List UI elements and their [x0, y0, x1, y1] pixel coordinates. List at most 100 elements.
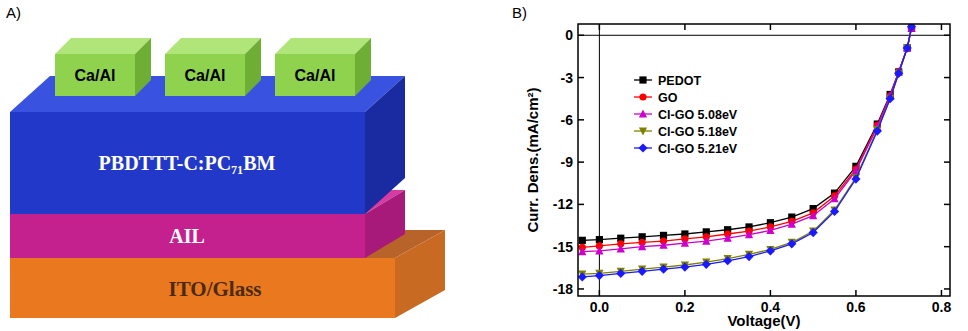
- data-point: [681, 239, 689, 247]
- legend-label: Cl-GO 5.21eV: [658, 142, 738, 156]
- data-point: [595, 271, 604, 280]
- electrode-label: Ca/Al: [75, 67, 116, 84]
- plot-frame: [578, 24, 950, 296]
- data-point: [766, 226, 774, 234]
- data-point: [744, 252, 753, 261]
- electrode-top: [55, 38, 151, 54]
- data-point: [595, 246, 603, 254]
- ito-layer-front: [10, 258, 395, 318]
- y-tick: [944, 246, 950, 248]
- data-point: [886, 95, 894, 103]
- series-line: [582, 28, 911, 247]
- data-point: [787, 239, 796, 248]
- data-point: [809, 211, 817, 219]
- data-point: [702, 236, 710, 244]
- layer-label: AIL: [169, 225, 205, 247]
- layer-label: ITO/Glass: [169, 277, 262, 301]
- y-tick: [578, 204, 584, 206]
- electrode-side: [355, 38, 371, 96]
- series: [578, 24, 915, 255]
- x-tick-label: 0.6: [846, 299, 866, 315]
- series: [578, 24, 915, 279]
- figure: A) ITO/Glass AIL PBDTTT-C:PC₇₁BM Ca/Al Ca/Al C…: [0, 0, 968, 331]
- data-point: [830, 207, 839, 216]
- y-tick: [944, 204, 950, 206]
- data-point: [579, 237, 586, 244]
- x-tick-label: 0.2: [675, 299, 695, 315]
- active-layer-front: [10, 112, 365, 214]
- legend-label: Cl-GO 5.18eV: [658, 125, 738, 139]
- data-point: [903, 44, 911, 52]
- panel-label: A): [6, 4, 21, 21]
- legend-marker: [639, 109, 647, 117]
- electrode-front: [55, 54, 135, 96]
- electrode-front: [275, 54, 355, 96]
- data-point: [766, 246, 775, 255]
- electrode-label: Ca/Al: [185, 67, 226, 84]
- series-line: [582, 27, 911, 274]
- y-tick-label: -3: [561, 70, 574, 86]
- data-point: [617, 244, 625, 252]
- series-line: [582, 27, 911, 277]
- zero-line: [578, 35, 950, 36]
- y-tick-label: 0: [565, 27, 573, 43]
- data-point: [724, 234, 732, 242]
- data-point: [907, 24, 916, 31]
- data-point: [638, 267, 647, 276]
- series: [579, 25, 915, 251]
- data-point: [851, 174, 860, 183]
- data-point: [596, 236, 603, 243]
- data-point: [907, 24, 915, 31]
- y-tick: [578, 119, 584, 121]
- data-point: [723, 256, 732, 265]
- data-point: [616, 269, 625, 278]
- y-tick-label: -18: [553, 281, 573, 297]
- device-diagram: A) ITO/Glass AIL PBDTTT-C:PC₇₁BM Ca/Al Ca/Al C…: [6, 4, 445, 318]
- y-tick: [944, 161, 950, 163]
- jv-chart: B)0.00.20.40.60.80-3-6-9-12-15-18Voltage…: [512, 4, 951, 329]
- series-line: [582, 28, 911, 240]
- plot-data: [578, 24, 916, 282]
- legend: PEDOTGOCl-GO 5.08eVCl-GO 5.18eVCl-GO 5.2…: [634, 74, 738, 156]
- data-point: [578, 272, 587, 281]
- ito-layer-side: [395, 230, 445, 318]
- x-tick: [770, 290, 772, 296]
- electrode-top: [275, 38, 371, 54]
- x-tick: [770, 24, 772, 30]
- data-point: [886, 94, 895, 103]
- series: [579, 25, 915, 244]
- electrode-side: [135, 38, 151, 96]
- electrode: [165, 38, 261, 96]
- data-point: [895, 70, 903, 78]
- data-point: [903, 43, 911, 51]
- legend-marker: [639, 93, 646, 100]
- data-point: [578, 247, 586, 255]
- y-tick: [944, 35, 950, 37]
- data-point: [904, 44, 911, 51]
- x-tick: [855, 24, 857, 30]
- data-point: [873, 127, 882, 136]
- data-point: [745, 230, 753, 238]
- data-point: [659, 241, 667, 249]
- data-point: [680, 263, 689, 272]
- legend-label: Cl-GO 5.08eV: [658, 108, 738, 122]
- electrode-front: [165, 54, 245, 96]
- data-point: [830, 194, 838, 202]
- y-tick: [944, 119, 950, 121]
- x-tick: [684, 290, 686, 296]
- legend-marker: [639, 127, 647, 135]
- x-axis-title: Voltage(V): [727, 312, 800, 329]
- y-tick-label: -15: [553, 239, 573, 255]
- legend-marker: [639, 76, 646, 83]
- x-tick-label: 0.0: [590, 299, 610, 315]
- legend-label: PEDOT: [658, 74, 701, 88]
- electrode: [55, 38, 151, 96]
- data-point: [788, 220, 796, 228]
- y-tick: [944, 77, 950, 79]
- data-point: [659, 265, 668, 274]
- electrode-label: Ca/Al: [295, 67, 336, 84]
- y-tick-label: -9: [561, 154, 574, 170]
- y-tick: [578, 161, 584, 163]
- layer-label: PBDTTT-C:PC₇₁BM: [99, 152, 276, 174]
- electrode: [275, 38, 371, 96]
